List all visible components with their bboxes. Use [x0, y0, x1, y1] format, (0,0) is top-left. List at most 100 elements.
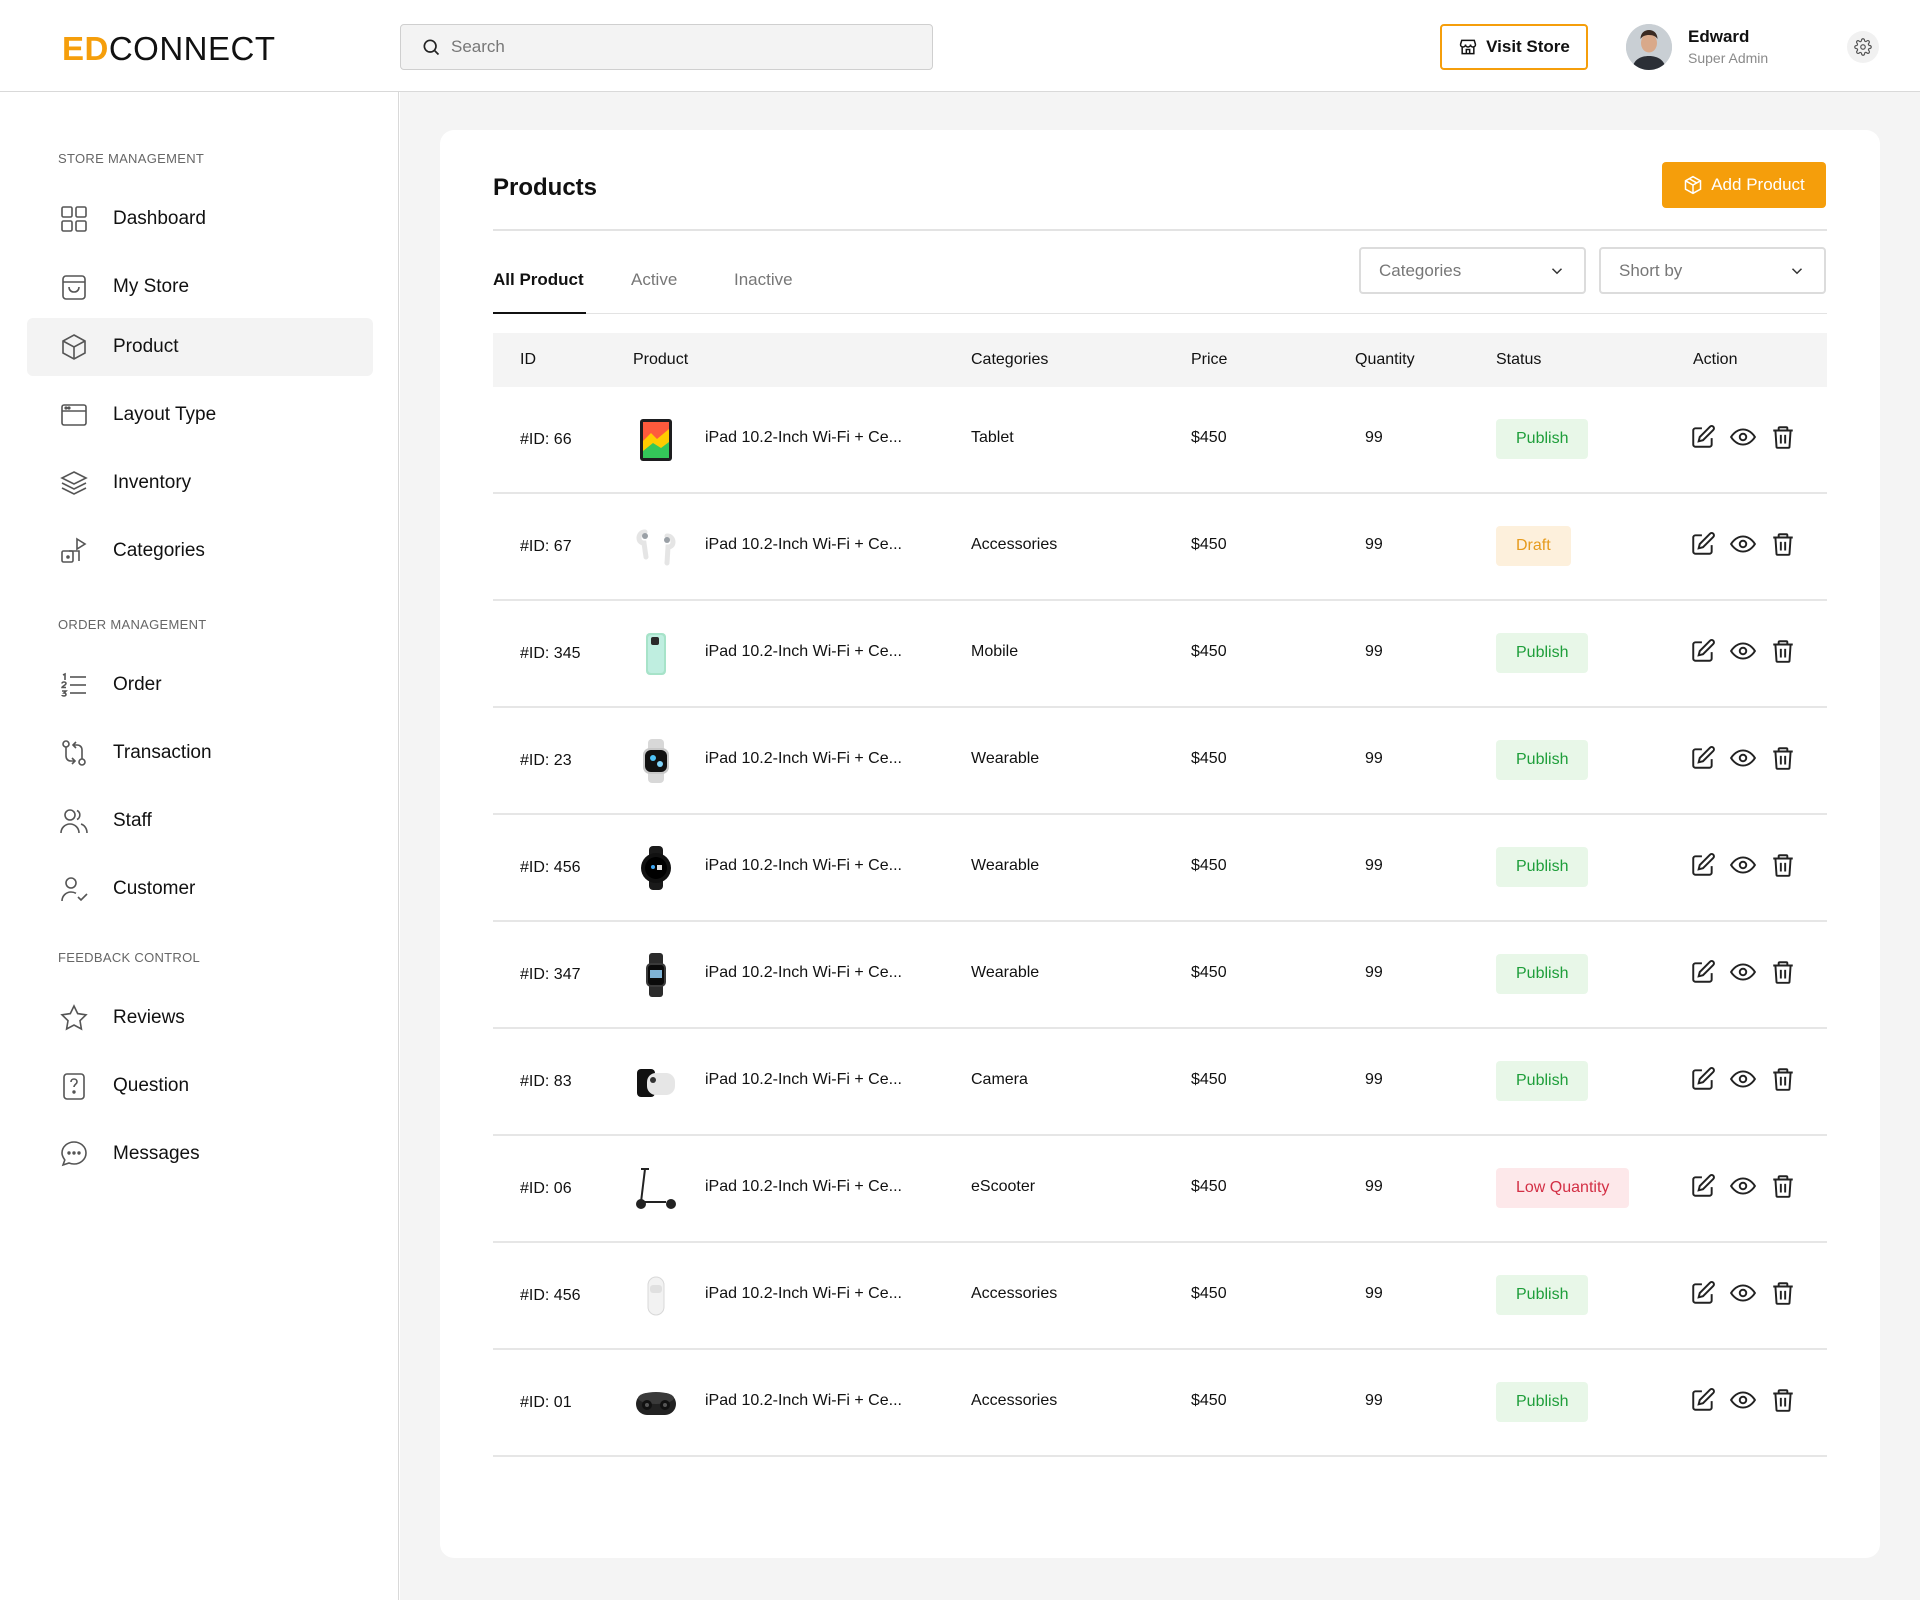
tab-inactive[interactable]: Inactive — [734, 270, 793, 289]
product-name[interactable]: iPad 10.2-Inch Wi-Fi + Ce... — [705, 857, 902, 874]
sidebar-item-categories[interactable]: Categories — [27, 522, 373, 580]
avatar[interactable] — [1626, 24, 1672, 70]
edit-icon[interactable] — [1690, 745, 1716, 771]
edit-icon[interactable] — [1690, 1066, 1716, 1092]
tab-all-product[interactable]: All Product — [493, 270, 584, 289]
sidebar-item-product[interactable]: Product — [27, 318, 373, 376]
product-name[interactable]: iPad 10.2-Inch Wi-Fi + Ce... — [705, 1071, 902, 1088]
product-price: $450 — [1191, 1178, 1227, 1195]
categories-dropdown[interactable]: Categories — [1359, 247, 1586, 294]
delete-trash-icon[interactable] — [1770, 531, 1796, 557]
search-input[interactable] — [451, 37, 911, 57]
active-tab-indicator — [493, 312, 586, 314]
edit-icon[interactable] — [1690, 1387, 1716, 1413]
delete-trash-icon[interactable] — [1770, 745, 1796, 771]
sidebar-item-customer[interactable]: Customer — [27, 860, 373, 918]
product-quantity: 99 — [1365, 1071, 1383, 1088]
product-name[interactable]: iPad 10.2-Inch Wi-Fi + Ce... — [705, 1178, 902, 1195]
delete-trash-icon[interactable] — [1770, 1173, 1796, 1199]
delete-trash-icon[interactable] — [1770, 1280, 1796, 1306]
product-category: Camera — [971, 1071, 1028, 1088]
shapes-icon — [61, 537, 87, 563]
view-eye-icon[interactable] — [1729, 1387, 1757, 1413]
table-row[interactable]: #ID: 67 iPad 10.2-Inch Wi-Fi + Ce... Acces… — [493, 494, 1827, 601]
edit-icon[interactable] — [1690, 959, 1716, 985]
view-eye-icon[interactable] — [1729, 1280, 1757, 1306]
sidebar-item-reviews[interactable]: Reviews — [27, 989, 373, 1047]
sidebar-item-label: Product — [113, 336, 179, 357]
user-role: Super Admin — [1688, 50, 1769, 66]
sidebar-item-label: Layout Type — [113, 404, 217, 425]
product-name[interactable]: iPad 10.2-Inch Wi-Fi + Ce... — [705, 1392, 902, 1409]
sidebar-item-transaction[interactable]: Transaction — [27, 724, 373, 782]
edit-icon[interactable] — [1690, 852, 1716, 878]
edit-icon[interactable] — [1690, 531, 1716, 557]
status-badge: Publish — [1496, 740, 1589, 780]
table-row[interactable]: #ID: 347 iPad 10.2-Inch Wi-Fi + Ce... Wear… — [493, 922, 1827, 1029]
product-id: #ID: 345 — [520, 645, 581, 662]
delete-trash-icon[interactable] — [1770, 1387, 1796, 1413]
settings-button[interactable] — [1847, 31, 1879, 63]
sidebar-item-order[interactable]: Order — [27, 656, 373, 714]
delete-trash-icon[interactable] — [1770, 424, 1796, 450]
visit-store-button[interactable]: Visit Store — [1440, 24, 1588, 70]
table-row[interactable]: #ID: 06 iPad 10.2-Inch Wi-Fi + Ce... eScoo… — [493, 1136, 1827, 1243]
view-eye-icon[interactable] — [1729, 852, 1757, 878]
view-eye-icon[interactable] — [1729, 424, 1757, 450]
product-name[interactable]: iPad 10.2-Inch Wi-Fi + Ce... — [705, 643, 902, 660]
status-badge: Publish — [1496, 1061, 1589, 1101]
delete-trash-icon[interactable] — [1770, 638, 1796, 664]
delete-trash-icon[interactable] — [1770, 852, 1796, 878]
table-row[interactable]: #ID: 456 iPad 10.2-Inch Wi-Fi + Ce... Acce… — [493, 1243, 1827, 1350]
view-eye-icon[interactable] — [1729, 1173, 1757, 1199]
sidebar-item-layout-type[interactable]: Layout Type — [27, 386, 373, 444]
box-icon — [62, 334, 86, 360]
chat-bubble-icon — [61, 1141, 87, 1167]
status-badge: Low Quantity — [1496, 1168, 1630, 1208]
product-name[interactable]: iPad 10.2-Inch Wi-Fi + Ce... — [705, 536, 902, 553]
table-row[interactable]: #ID: 66 iPad 10.2-Inch Wi-Fi + Ce... Table… — [493, 387, 1827, 494]
edit-icon[interactable] — [1690, 1280, 1716, 1306]
table-row[interactable]: #ID: 345 iPad 10.2-Inch Wi-Fi + Ce... Mobi… — [493, 601, 1827, 708]
product-name[interactable]: iPad 10.2-Inch Wi-Fi + Ce... — [705, 964, 902, 981]
sidebar-item-messages[interactable]: Messages — [27, 1125, 373, 1183]
logo[interactable]: EDCONNECT — [62, 30, 276, 68]
add-product-button[interactable]: Add Product — [1662, 162, 1826, 208]
table-row[interactable]: #ID: 456 iPad 10.2-Inch Wi-Fi + Ce... Wear… — [493, 815, 1827, 922]
table-row[interactable]: #ID: 83 iPad 10.2-Inch Wi-Fi + Ce... Camer… — [493, 1029, 1827, 1136]
product-price: $450 — [1191, 536, 1227, 553]
search-bar[interactable] — [400, 24, 933, 70]
product-quantity: 99 — [1365, 750, 1383, 767]
sidebar-item-dashboard[interactable]: Dashboard — [27, 190, 373, 248]
box-plus-icon — [1684, 175, 1702, 195]
edit-icon[interactable] — [1690, 424, 1716, 450]
browser-window-icon — [61, 404, 87, 426]
help-document-icon — [63, 1073, 85, 1100]
view-eye-icon[interactable] — [1729, 959, 1757, 985]
edit-icon[interactable] — [1690, 1173, 1716, 1199]
tab-active[interactable]: Active — [631, 270, 678, 289]
edit-icon[interactable] — [1690, 638, 1716, 664]
sort-dropdown[interactable]: Short by — [1599, 247, 1826, 294]
table-row[interactable]: #ID: 01 iPad 10.2-Inch Wi-Fi + Ce... Acces… — [493, 1350, 1827, 1457]
view-eye-icon[interactable] — [1729, 745, 1757, 771]
product-name[interactable]: iPad 10.2-Inch Wi-Fi + Ce... — [705, 1285, 902, 1302]
column-header-quantity: Quantity — [1355, 351, 1415, 368]
product-thumbnail — [633, 524, 679, 570]
view-eye-icon[interactable] — [1729, 638, 1757, 664]
numbered-list-icon — [61, 672, 86, 697]
product-name[interactable]: iPad 10.2-Inch Wi-Fi + Ce... — [705, 750, 902, 767]
sidebar-item-inventory[interactable]: Inventory — [27, 454, 373, 512]
sidebar-item-my-store[interactable]: My Store — [27, 258, 373, 316]
logo-accent: ED — [62, 30, 109, 67]
sidebar-item-staff[interactable]: Staff — [27, 792, 373, 850]
delete-trash-icon[interactable] — [1770, 959, 1796, 985]
table-row[interactable]: #ID: 23 iPad 10.2-Inch Wi-Fi + Ce... Weara… — [493, 708, 1827, 815]
view-eye-icon[interactable] — [1729, 1066, 1757, 1092]
view-eye-icon[interactable] — [1729, 531, 1757, 557]
product-category: Wearable — [971, 750, 1040, 767]
delete-trash-icon[interactable] — [1770, 1066, 1796, 1092]
section-title-order: ORDER MANAGEMENT — [58, 617, 207, 632]
sidebar-item-question[interactable]: Question — [27, 1057, 373, 1115]
product-name[interactable]: iPad 10.2-Inch Wi-Fi + Ce... — [705, 429, 902, 446]
